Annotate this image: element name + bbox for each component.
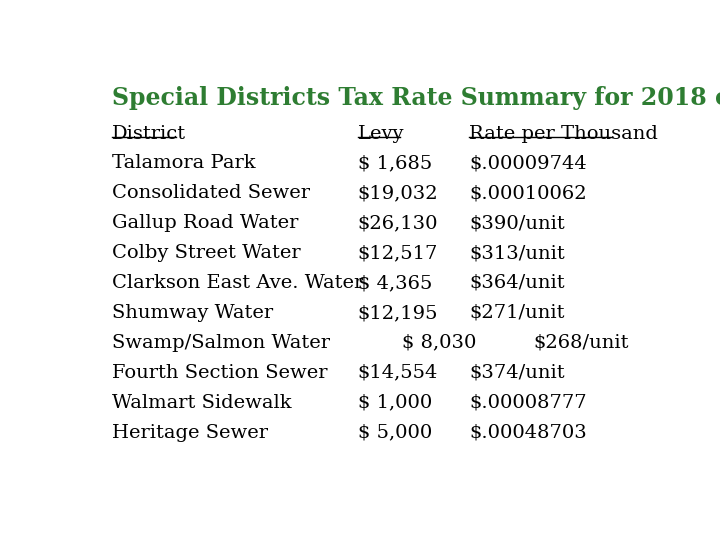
Text: $12,195: $12,195 [358,304,438,322]
Text: $12,517: $12,517 [358,244,438,262]
Text: $26,130: $26,130 [358,214,438,232]
Text: Consolidated Sewer: Consolidated Sewer [112,184,310,202]
Text: Walmart Sidewalk: Walmart Sidewalk [112,394,292,411]
Text: Levy: Levy [358,125,405,143]
Text: $ 5,000: $ 5,000 [358,424,432,442]
Text: Swamp/Salmon Water: Swamp/Salmon Water [112,334,330,352]
Text: Talamora Park: Talamora Park [112,154,256,172]
Text: $364/unit: $364/unit [469,274,565,292]
Text: Shumway Water: Shumway Water [112,304,274,322]
Text: District: District [112,125,186,143]
Text: $.00008777: $.00008777 [469,394,587,411]
Text: Clarkson East Ave. Water: Clarkson East Ave. Water [112,274,364,292]
Text: $ 1,685: $ 1,685 [358,154,432,172]
Text: $.00009744: $.00009744 [469,154,588,172]
Text: $271/unit: $271/unit [469,304,565,322]
Text: Rate per Thousand: Rate per Thousand [469,125,658,143]
Text: $19,032: $19,032 [358,184,438,202]
Text: $ 4,365: $ 4,365 [358,274,432,292]
Text: $268/unit: $268/unit [534,334,629,352]
Text: Fourth Section Sewer: Fourth Section Sewer [112,364,328,382]
Text: Colby Street Water: Colby Street Water [112,244,301,262]
Text: $313/unit: $313/unit [469,244,565,262]
Text: $374/unit: $374/unit [469,364,565,382]
Text: Gallup Road Water: Gallup Road Water [112,214,299,232]
Text: $14,554: $14,554 [358,364,438,382]
Text: Special Districts Tax Rate Summary for 2018 continued: Special Districts Tax Rate Summary for 2… [112,85,720,110]
Text: $.00010062: $.00010062 [469,184,587,202]
Text: $ 8,030: $ 8,030 [402,334,477,352]
Text: $390/unit: $390/unit [469,214,565,232]
Text: Heritage Sewer: Heritage Sewer [112,424,269,442]
Text: $.00048703: $.00048703 [469,424,588,442]
Text: $ 1,000: $ 1,000 [358,394,432,411]
